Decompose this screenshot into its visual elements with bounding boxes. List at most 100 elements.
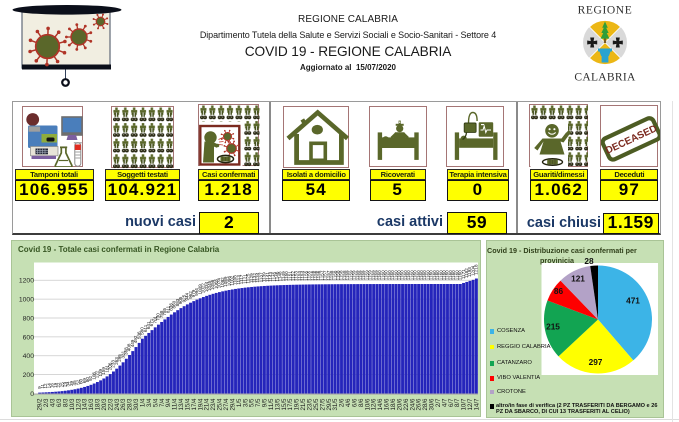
svg-text:1156: 1156 [310,270,315,280]
svg-text:22/6: 22/6 [403,398,410,411]
svg-text:1045: 1045 [207,280,212,291]
svg-text:23/4: 23/4 [210,398,217,411]
svg-text:1158: 1158 [339,270,344,280]
svg-text:1158: 1158 [342,270,347,280]
svg-text:52: 52 [75,379,80,385]
svg-text:21/5: 21/5 [300,398,307,411]
svg-text:26/6: 26/6 [416,398,423,411]
svg-text:1089: 1089 [223,276,228,287]
svg-text:1159: 1159 [361,270,366,280]
svg-text:86: 86 [554,286,564,296]
svg-text:1152: 1152 [291,271,296,281]
svg-text:1/5: 1/5 [236,398,243,407]
svg-text:2/6: 2/6 [339,398,346,407]
svg-text:5/4: 5/4 [152,398,159,407]
svg-text:29: 29 [63,381,68,387]
svg-text:297: 297 [589,357,603,367]
svg-text:30/6: 30/6 [429,398,436,411]
svg-text:905: 905 [178,296,183,304]
svg-text:8/6: 8/6 [358,398,365,407]
svg-text:106: 106 [91,372,96,380]
svg-text:1102: 1102 [230,275,235,285]
svg-text:1218: 1218 [474,264,479,275]
svg-text:1159: 1159 [371,270,376,280]
svg-text:13/4: 13/4 [178,398,185,411]
svg-text:27/5: 27/5 [319,398,326,411]
svg-text:19/5: 19/5 [294,398,301,411]
svg-text:15/5: 15/5 [281,398,288,411]
svg-text:9: 9 [37,386,42,389]
svg-text:8/3: 8/3 [62,398,69,407]
svg-text:944: 944 [185,292,190,300]
svg-text:408: 408 [127,343,132,351]
svg-text:20/3: 20/3 [101,398,108,411]
svg-text:139: 139 [98,368,103,376]
svg-text:1159: 1159 [348,270,353,280]
svg-text:600: 600 [23,334,35,341]
svg-text:1108: 1108 [233,275,238,285]
svg-text:1143: 1143 [268,271,273,281]
svg-text:263: 263 [114,357,119,365]
svg-text:883: 883 [175,298,180,306]
svg-text:14: 14 [46,383,51,389]
svg-text:1158: 1158 [329,270,334,280]
svg-text:800: 800 [23,315,35,322]
svg-text:1171: 1171 [461,269,466,279]
svg-text:1074: 1074 [217,278,222,289]
svg-text:200: 200 [23,372,35,379]
svg-text:1157: 1157 [319,270,324,280]
svg-text:449: 449 [130,339,135,347]
svg-text:1160: 1160 [432,270,437,280]
svg-text:60: 60 [79,378,84,384]
svg-text:811: 811 [165,305,170,313]
svg-text:580: 580 [140,327,145,335]
svg-text:1160: 1160 [445,270,450,280]
svg-text:11/4: 11/4 [172,398,179,410]
svg-text:17/5: 17/5 [287,398,294,411]
svg-text:6/3: 6/3 [56,398,63,407]
svg-text:962: 962 [188,291,193,299]
svg-text:1157: 1157 [326,270,331,280]
svg-text:1113: 1113 [236,275,241,285]
svg-text:1132: 1132 [252,273,257,283]
svg-text:22/3: 22/3 [107,398,114,411]
svg-text:206: 206 [107,362,112,370]
svg-text:11/5: 11/5 [268,398,275,410]
svg-text:1139: 1139 [262,272,267,282]
svg-text:8/7: 8/7 [454,398,461,407]
svg-text:1160: 1160 [397,270,402,280]
svg-text:21/4: 21/4 [204,398,211,411]
svg-text:1129: 1129 [249,273,254,283]
svg-text:1151: 1151 [287,271,292,281]
svg-text:1145: 1145 [271,271,276,281]
svg-text:1160: 1160 [413,270,418,280]
svg-text:12: 12 [43,383,48,389]
svg-text:14/6: 14/6 [377,398,384,411]
svg-text:492: 492 [133,335,138,343]
svg-text:69: 69 [82,378,87,384]
svg-text:14/7: 14/7 [473,398,480,411]
svg-text:1160: 1160 [384,270,389,280]
svg-text:11: 11 [40,383,45,388]
svg-text:1157: 1157 [323,270,328,280]
svg-text:671: 671 [149,318,154,326]
svg-text:30/3: 30/3 [133,398,140,411]
svg-text:1154: 1154 [300,270,305,280]
svg-text:2/7: 2/7 [435,398,442,407]
svg-text:26/3: 26/3 [120,398,127,411]
svg-text:1160: 1160 [409,270,414,280]
svg-text:1137: 1137 [258,272,263,282]
svg-text:1160: 1160 [390,270,395,280]
svg-text:122: 122 [95,370,100,378]
svg-text:15/4: 15/4 [184,398,191,411]
svg-text:1155: 1155 [307,270,312,280]
svg-text:5/5: 5/5 [249,398,256,407]
svg-text:233: 233 [111,360,116,368]
svg-text:1160: 1160 [425,270,430,280]
svg-text:18/3: 18/3 [95,398,102,411]
svg-text:19/4: 19/4 [197,398,204,411]
svg-text:6/6: 6/6 [351,398,358,407]
svg-text:REGIONE: REGIONE [578,5,633,17]
svg-text:331: 331 [120,350,125,358]
svg-text:1182: 1182 [464,268,469,278]
